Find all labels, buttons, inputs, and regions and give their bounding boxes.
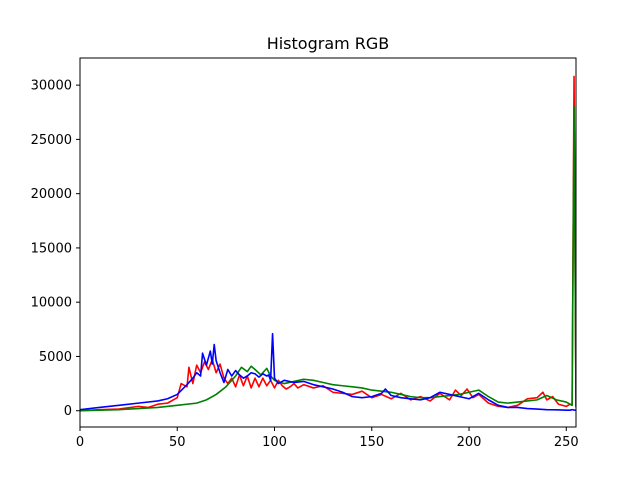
plot-area (80, 58, 576, 427)
y-tick-label: 20000 (31, 187, 72, 202)
axes-layer: 0 50 100 150 200 250 0 5000 10000 15000 20000 25000… (31, 57, 579, 450)
plot-background (80, 58, 576, 427)
y-tick-label: 30000 (31, 79, 72, 94)
series-line-2 (80, 106, 576, 412)
x-tick-label: 100 (262, 435, 287, 450)
series-line-3 (80, 332, 576, 411)
x-tick-label: 50 (169, 435, 186, 450)
x-tick-label: 250 (554, 435, 579, 450)
y-tick-label: 25000 (31, 133, 72, 148)
x-tick-label: 0 (76, 435, 84, 450)
x-tick-label: 200 (457, 435, 482, 450)
y-tick-label: 5000 (39, 350, 72, 365)
axes-frame (79, 57, 577, 428)
y-tick-label: 15000 (31, 241, 72, 256)
x-tick-label: 150 (359, 435, 384, 450)
series-layer (80, 75, 576, 412)
y-tick-label: 0 (64, 404, 72, 419)
y-tick-label: 10000 (31, 296, 72, 311)
chart-title: Histogram RGB (267, 34, 390, 53)
